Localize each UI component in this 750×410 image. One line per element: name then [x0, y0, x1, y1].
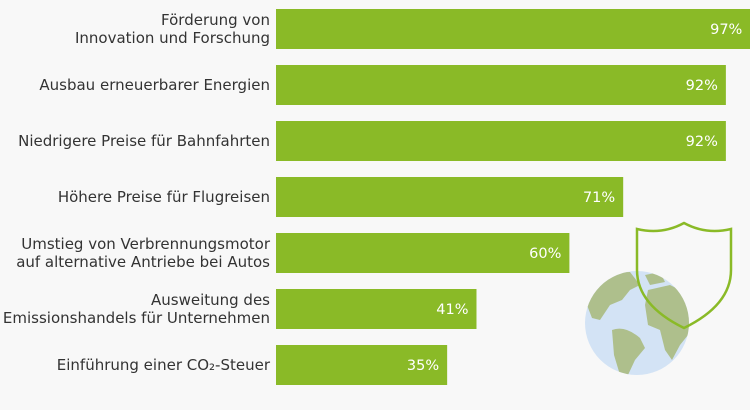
data-label: 60%: [529, 246, 561, 262]
data-label: 35%: [407, 358, 439, 374]
bar: [276, 345, 448, 385]
bar: [276, 121, 726, 161]
bar: [276, 233, 570, 273]
category-label: auf alternative Antriebe bei Autos: [16, 253, 270, 271]
category-label: Umstieg von Verbrennungsmotor: [21, 235, 271, 253]
shield-icon: [635, 221, 733, 330]
category-label: Emissionshandels für Unternehmen: [3, 309, 270, 327]
bar: [276, 65, 726, 105]
category-label: Einführung einer CO₂-Steuer: [57, 356, 271, 374]
category-label: Niedrigere Preise für Bahnfahrten: [18, 132, 270, 150]
category-label: Förderung von: [161, 11, 270, 29]
data-label: 41%: [436, 302, 468, 318]
data-label: 97%: [710, 22, 742, 38]
data-label: 92%: [686, 78, 718, 94]
globe-icon: [585, 271, 689, 375]
data-label: 92%: [686, 134, 718, 150]
data-label: 71%: [583, 190, 615, 206]
category-label: Höhere Preise für Flugreisen: [58, 188, 270, 206]
category-label: Ausbau erneuerbarer Energien: [39, 76, 270, 94]
bar: [276, 177, 624, 217]
category-label: Ausweitung des: [151, 291, 270, 309]
bar: [276, 9, 750, 49]
bar: [276, 289, 477, 329]
category-label: Innovation und Forschung: [75, 29, 270, 47]
